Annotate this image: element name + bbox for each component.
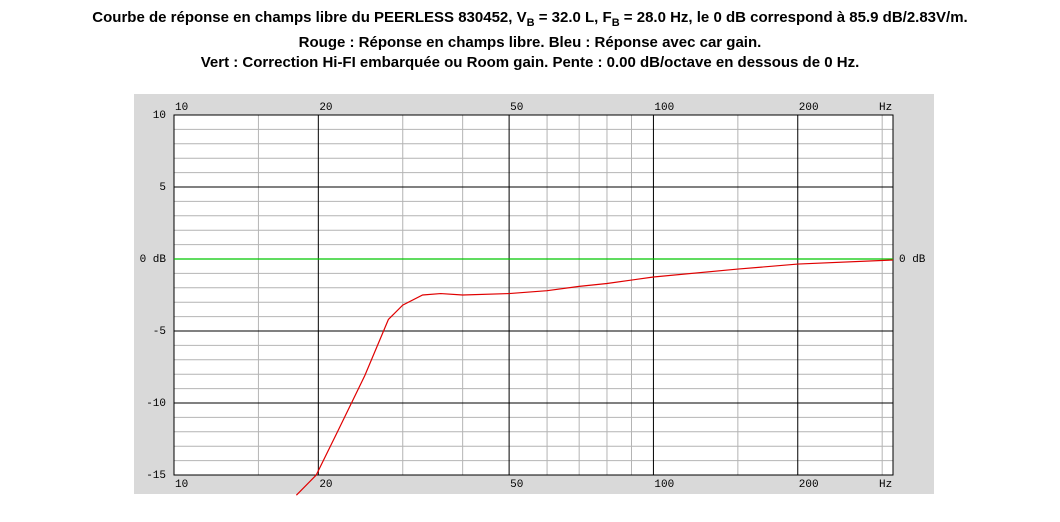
x-tick-label: 10 xyxy=(175,479,188,491)
x-tick-label: 20 xyxy=(319,479,332,491)
x-tick-label: 200 xyxy=(799,102,819,114)
y-tick-label: -10 xyxy=(146,398,166,410)
x-unit: Hz xyxy=(879,102,892,114)
y-tick-label: -5 xyxy=(153,326,166,338)
y-tick-label: 10 xyxy=(153,110,166,122)
subtitle: Rouge : Réponse en champs libre. Bleu : … xyxy=(298,34,762,51)
title-sub: B xyxy=(526,17,535,29)
title-part: = 28.0 Hz, le 0 dB correspond à 85.9 dB/… xyxy=(619,9,968,26)
subtitle: Vert : Correction Hi-FI embarquée ou Roo… xyxy=(200,54,860,71)
title-sub: B xyxy=(611,17,620,29)
x-tick-label: 20 xyxy=(319,102,332,114)
y-tick-label: 0 dB xyxy=(140,254,167,266)
x-tick-label: 200 xyxy=(799,479,819,491)
y-tick-label: -15 xyxy=(146,470,166,482)
title-part: = 32.0 L, F xyxy=(534,9,612,26)
y-tick-label-right: 0 dB xyxy=(899,254,926,266)
x-tick-label: 50 xyxy=(510,479,523,491)
title: Courbe de réponse en champs libre du PEE… xyxy=(0,8,1060,33)
y-tick-label: 5 xyxy=(159,182,166,194)
series-line xyxy=(295,259,894,496)
title-part: Courbe de réponse en champs libre du PEE… xyxy=(92,9,527,26)
plot-area xyxy=(174,115,893,475)
x-tick-label: 50 xyxy=(510,102,523,114)
header: Courbe de réponse en champs libre du PEE… xyxy=(0,8,1060,73)
x-unit: Hz xyxy=(879,479,892,491)
plot-frame xyxy=(173,114,894,476)
x-tick-label: 100 xyxy=(654,102,674,114)
x-tick-label: 100 xyxy=(654,479,674,491)
x-tick-label: 10 xyxy=(175,102,188,114)
